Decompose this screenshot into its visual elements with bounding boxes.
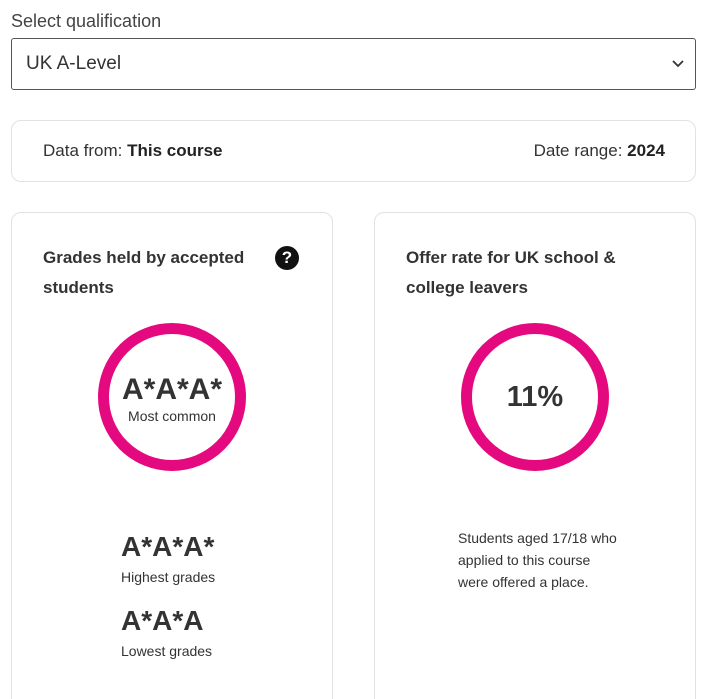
- qualification-selected-value: UK A-Level: [26, 53, 122, 74]
- most-common-label: Most common: [128, 408, 216, 424]
- data-from-value: This course: [127, 141, 223, 160]
- help-icon[interactable]: ?: [275, 246, 299, 270]
- offer-rate-title: Offer rate for UK school & college leave…: [406, 248, 616, 297]
- date-range-label: Date range:: [533, 141, 623, 160]
- data-source-card: Data from: This course Date range: 2024: [11, 120, 696, 182]
- offer-rate-ring: 11%: [461, 323, 609, 471]
- offer-rate-description: Students aged 17/18 who applied to this …: [458, 530, 617, 590]
- grades-card: Grades held by accepted students ? A*A*A…: [11, 212, 333, 699]
- qualification-select[interactable]: UK A-Level: [11, 38, 696, 90]
- offer-rate-value: 11%: [506, 380, 564, 413]
- grades-card-title: Grades held by accepted students: [43, 248, 245, 297]
- data-from: Data from: This course: [43, 141, 223, 161]
- chevron-down-icon: [671, 57, 685, 71]
- most-common-grade-ring: A*A*A* Most common: [98, 323, 246, 471]
- most-common-grade: A*A*A*: [121, 373, 223, 406]
- highest-grade: A*A*A*: [121, 531, 215, 562]
- lowest-grade: A*A*A: [121, 605, 204, 636]
- select-qualification-label: Select qualification: [11, 11, 162, 31]
- highest-grade-label: Highest grades: [121, 569, 216, 585]
- data-from-label: Data from:: [43, 141, 123, 160]
- date-range-value: 2024: [627, 141, 665, 160]
- lowest-grades-block: A*A*A Lowest grades: [121, 605, 212, 659]
- lowest-grade-label: Lowest grades: [121, 643, 213, 659]
- date-range: Date range: 2024: [534, 141, 665, 161]
- offer-rate-card: Offer rate for UK school & college leave…: [374, 212, 696, 699]
- highest-grades-block: A*A*A* Highest grades: [121, 531, 215, 585]
